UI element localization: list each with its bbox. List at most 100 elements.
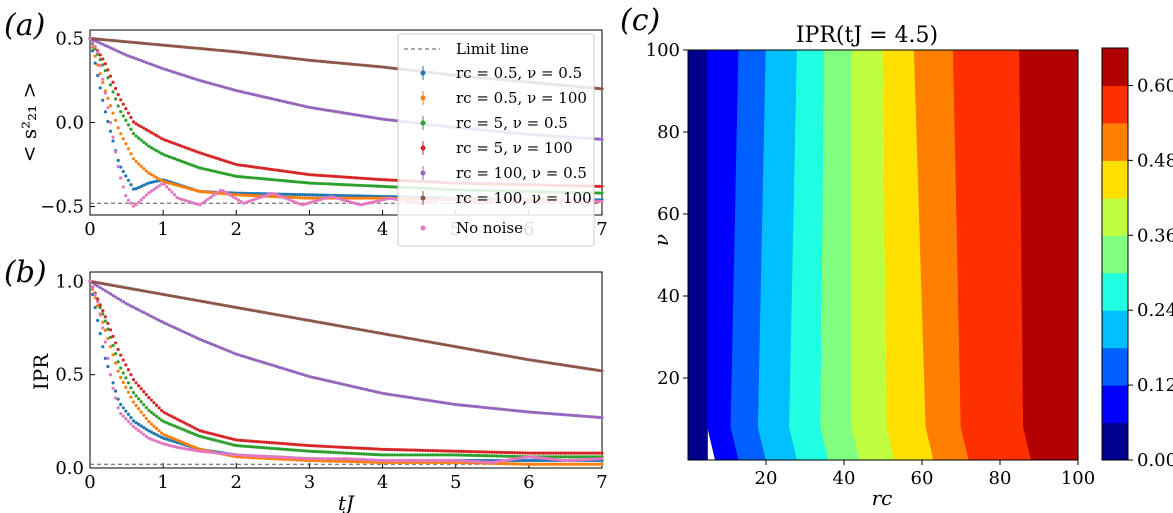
- data-point: [144, 60, 148, 65]
- data-point: [334, 110, 338, 114]
- data-point: [298, 171, 302, 175]
- data-point: [221, 440, 225, 444]
- data-point: [172, 440, 177, 444]
- data-point: [585, 457, 589, 462]
- data-point: [559, 412, 563, 417]
- data-point: [403, 453, 407, 457]
- data-point: [139, 410, 143, 414]
- data-point: [257, 192, 261, 196]
- data-point: [119, 50, 123, 55]
- data-point: [336, 324, 340, 328]
- data-point: [144, 406, 148, 410]
- data-point: [303, 193, 307, 197]
- data-point: [218, 188, 223, 193]
- data-point: [147, 191, 151, 195]
- data-point: [364, 452, 369, 456]
- data-point: [275, 364, 279, 369]
- data-point: [533, 455, 538, 460]
- data-point: [472, 404, 476, 408]
- data-point: [336, 182, 340, 186]
- data-point: [367, 196, 371, 200]
- data-point: [172, 294, 177, 299]
- data-point: [528, 358, 532, 362]
- data-point: [339, 445, 343, 449]
- data-point: [175, 440, 179, 444]
- data-point: [229, 193, 233, 197]
- data-point: [126, 123, 130, 127]
- data-point: [375, 447, 379, 451]
- data-point: [382, 65, 386, 69]
- data-point: [410, 453, 415, 457]
- data-point: [403, 335, 407, 340]
- data-point: [354, 446, 358, 450]
- data-point: [152, 316, 156, 320]
- data-point: [224, 435, 228, 439]
- data-point: [114, 361, 118, 365]
- data-point: [167, 140, 171, 144]
- x-tick-label: 6: [523, 472, 534, 493]
- data-point: [421, 448, 425, 452]
- data-point: [300, 104, 305, 108]
- data-point: [503, 462, 507, 466]
- data-point: [367, 460, 371, 464]
- data-point: [313, 193, 317, 197]
- data-point: [267, 440, 271, 445]
- data-point: [354, 183, 358, 187]
- data-point: [439, 400, 443, 404]
- data-point: [308, 196, 312, 200]
- data-point: [303, 196, 307, 200]
- data-point: [513, 451, 517, 455]
- data-point: [231, 437, 235, 441]
- data-point: [178, 328, 182, 332]
- data-point: [357, 183, 361, 187]
- data-point: [326, 195, 330, 200]
- data-point: [531, 451, 535, 455]
- data-point: [515, 356, 520, 360]
- data-point: [582, 414, 586, 418]
- data-point: [119, 39, 123, 43]
- data-point: [288, 101, 292, 105]
- data-point: [275, 54, 279, 59]
- data-point: [290, 448, 294, 452]
- data-point: [311, 444, 315, 448]
- data-point: [408, 336, 412, 341]
- data-point: [387, 66, 392, 70]
- data-point: [262, 361, 266, 365]
- data-point: [152, 63, 156, 67]
- data-point: [270, 97, 274, 101]
- data-point: [170, 423, 174, 427]
- data-point: [244, 91, 248, 95]
- data-point: [574, 451, 579, 455]
- data-point: [211, 191, 215, 195]
- data-point: [485, 454, 489, 458]
- data-point: [190, 76, 194, 80]
- data-point: [413, 448, 417, 452]
- data-point: [364, 201, 369, 206]
- data-point: [211, 432, 215, 436]
- data-point: [377, 390, 381, 395]
- data-point: [152, 438, 156, 442]
- data-point: [556, 451, 561, 455]
- data-point: [108, 373, 113, 377]
- data-point: [349, 460, 353, 464]
- data-point: [541, 451, 545, 455]
- data-point: [562, 462, 566, 466]
- data-point: [165, 154, 169, 158]
- data-point: [257, 309, 261, 314]
- data-point: [221, 49, 225, 53]
- data-point: [221, 192, 225, 196]
- data-point: [359, 446, 363, 450]
- data-point: [213, 48, 218, 52]
- data-point: [185, 429, 189, 433]
- data-point: [367, 447, 371, 451]
- data-point: [311, 106, 315, 110]
- data-point: [377, 184, 381, 188]
- data-point: [480, 454, 484, 458]
- data-point: [454, 449, 458, 453]
- data-point: [505, 462, 509, 466]
- data-point: [367, 177, 371, 181]
- data-point: [451, 458, 456, 463]
- data-point: [390, 185, 394, 189]
- data-point: [111, 353, 115, 357]
- panel-a: (a) 012345670.50.0−0.5 < s²₂₁ > Limit li…: [4, 8, 608, 247]
